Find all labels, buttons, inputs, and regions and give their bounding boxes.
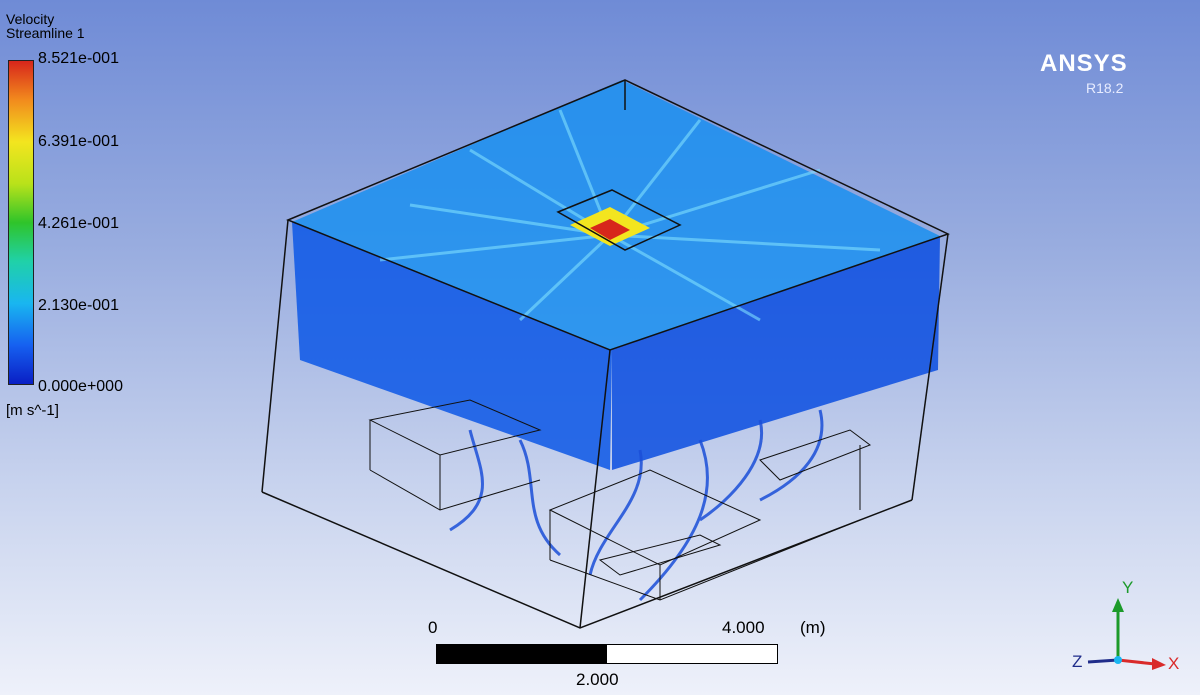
streamline-tails [449, 409, 824, 602]
legend-tick-min: 0.000e+000 [38, 378, 123, 395]
velocity-colorbar [8, 60, 34, 385]
scale-zero-label: 0 [428, 618, 438, 637]
scale-max-label: 4.000 [722, 618, 765, 637]
legend-subtitle: Streamline 1 [6, 25, 85, 41]
legend-tick-1: 2.130e-001 [38, 297, 119, 314]
scale-mid-label: 2.000 [576, 670, 619, 689]
ansys-logo: ANSYS [1040, 50, 1128, 77]
legend-tick-max: 8.521e-001 [38, 50, 119, 67]
scale-bar [436, 644, 778, 664]
domain-wireframe [261, 79, 950, 629]
axis-x-label: X [1168, 654, 1180, 673]
axis-z-label: Z [1072, 652, 1083, 671]
legend-tick-2: 4.261e-001 [38, 215, 119, 232]
component-blocks [368, 399, 872, 601]
legend-title: Velocity [6, 11, 55, 27]
legend-tick-3: 6.391e-001 [38, 133, 119, 150]
scale-bar-fill [437, 645, 607, 663]
axis-y-label: Y [1122, 578, 1134, 597]
streamline-left-face [292, 222, 612, 470]
streamline-right-face [612, 236, 940, 470]
ansys-version: R18.2 [1086, 80, 1124, 96]
legend-unit: [m s^-1] [6, 402, 59, 419]
scale-unit-label: (m) [800, 618, 826, 637]
